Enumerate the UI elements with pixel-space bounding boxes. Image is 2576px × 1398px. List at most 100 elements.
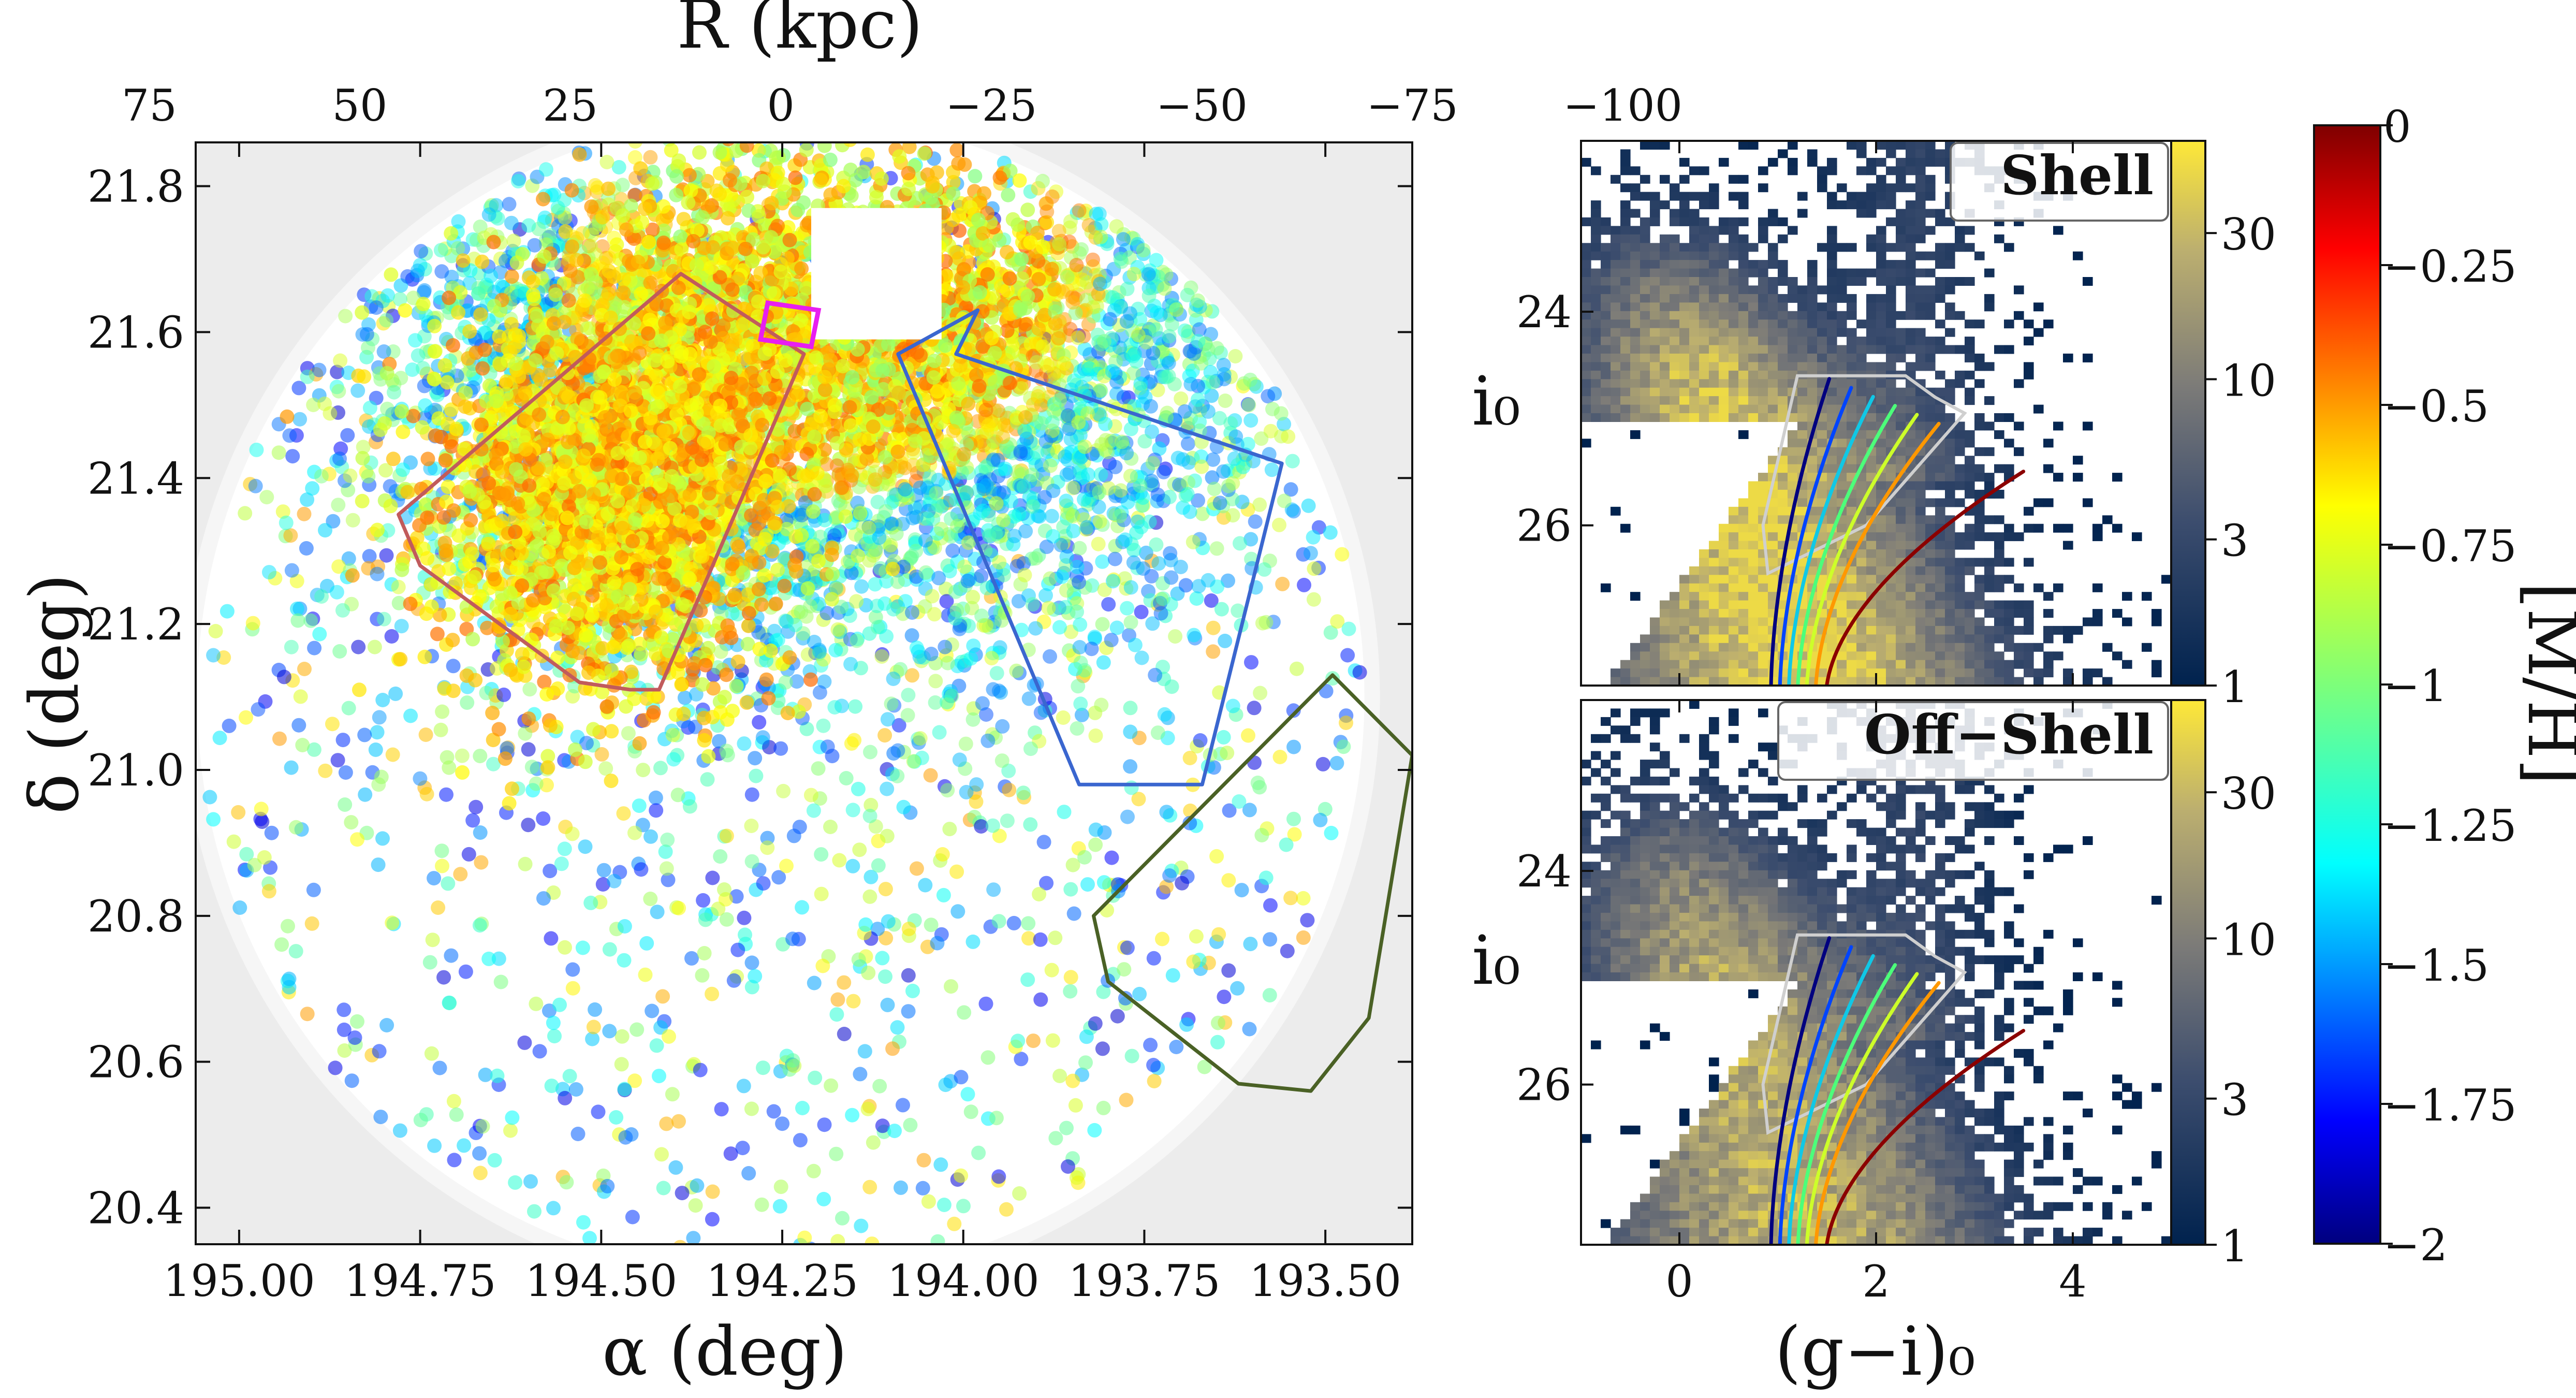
- star-point: [558, 210, 573, 225]
- star-point: [752, 715, 767, 730]
- star-point: [1315, 756, 1330, 771]
- star-point: [300, 1007, 315, 1022]
- star-point: [1095, 554, 1110, 569]
- star-point: [330, 365, 345, 380]
- star-point: [740, 190, 754, 205]
- star-point: [894, 1180, 908, 1195]
- star-point: [208, 624, 223, 638]
- star-point: [333, 353, 348, 368]
- star-point: [523, 1174, 538, 1189]
- star-point: [283, 528, 298, 543]
- star-point: [695, 968, 710, 983]
- star-point: [343, 468, 358, 483]
- star-point: [628, 142, 643, 149]
- star-point: [1026, 1033, 1041, 1048]
- star-point: [660, 832, 675, 847]
- star-point: [823, 820, 838, 834]
- star-point: [435, 704, 450, 719]
- star-point: [627, 150, 642, 165]
- star-point: [1086, 252, 1100, 267]
- star-point: [963, 1104, 978, 1119]
- star-point: [1077, 492, 1091, 507]
- star-point: [297, 506, 312, 521]
- star-point: [723, 1146, 738, 1161]
- star-point: [1012, 1186, 1027, 1201]
- star-point: [565, 826, 580, 841]
- star-point: [306, 742, 321, 757]
- star-point: [517, 1035, 532, 1050]
- star-point: [422, 955, 437, 970]
- star-point: [1206, 452, 1221, 467]
- star-point: [1074, 242, 1089, 257]
- star-point: [845, 858, 860, 873]
- star-point: [991, 1169, 1006, 1184]
- star-point: [1318, 802, 1333, 817]
- star-point: [1088, 837, 1103, 852]
- star-point: [361, 469, 376, 484]
- star-point: [885, 1041, 900, 1056]
- star-point: [913, 731, 928, 746]
- star-point: [863, 797, 879, 812]
- star-point: [1048, 930, 1063, 945]
- star-point: [778, 675, 793, 690]
- star-point: [439, 787, 453, 802]
- star-point: [1145, 616, 1160, 631]
- star-point: [576, 1215, 591, 1230]
- star-point: [1194, 459, 1209, 474]
- star-point: [465, 813, 480, 828]
- star-point: [737, 736, 752, 751]
- star-point: [954, 1070, 969, 1085]
- star-point: [1063, 984, 1078, 999]
- star-point: [367, 639, 382, 654]
- star-point: [921, 1194, 936, 1209]
- star-point: [1186, 954, 1201, 969]
- star-point: [705, 1184, 720, 1199]
- star-point: [801, 114, 815, 129]
- star-point: [677, 690, 692, 705]
- star-point: [785, 1053, 800, 1068]
- star-point: [1044, 508, 1059, 523]
- star-point: [904, 628, 919, 643]
- star-point: [544, 1079, 559, 1094]
- star-point: [575, 940, 590, 955]
- star-point: [1070, 560, 1085, 575]
- star-point: [1191, 493, 1205, 508]
- star-point: [578, 839, 593, 854]
- star-point: [285, 449, 300, 464]
- star-point: [272, 731, 287, 746]
- star-point: [684, 951, 699, 966]
- star-point: [472, 1146, 487, 1161]
- star-point: [682, 799, 697, 814]
- star-point: [1123, 421, 1138, 436]
- star-point: [1021, 931, 1036, 946]
- star-point: [1296, 930, 1311, 945]
- star-point: [1118, 991, 1133, 1006]
- star-point: [493, 974, 508, 989]
- star-point: [995, 719, 1010, 734]
- star-point: [1088, 822, 1103, 837]
- star-point: [871, 858, 886, 873]
- star-point: [837, 1027, 852, 1041]
- star-point: [1093, 467, 1108, 482]
- star-point: [650, 905, 665, 920]
- star-point: [690, 1178, 705, 1193]
- star-point: [1263, 898, 1278, 913]
- star-point: [1124, 1048, 1139, 1064]
- star-point: [1092, 207, 1107, 221]
- star-point: [1157, 707, 1172, 722]
- star-point: [828, 643, 843, 658]
- star-point: [952, 223, 967, 238]
- star-point: [1206, 644, 1221, 659]
- star-point: [845, 1108, 860, 1123]
- star-point: [1096, 655, 1111, 670]
- star-point: [562, 1069, 577, 1084]
- star-point: [1074, 707, 1089, 722]
- star-point: [980, 1050, 996, 1065]
- star-point: [1218, 394, 1233, 408]
- star-point: [1243, 532, 1258, 547]
- star-point: [1182, 751, 1197, 765]
- star-point: [1336, 739, 1351, 754]
- star-point: [816, 718, 831, 733]
- star-point: [1078, 1055, 1093, 1070]
- star-point: [1222, 803, 1237, 818]
